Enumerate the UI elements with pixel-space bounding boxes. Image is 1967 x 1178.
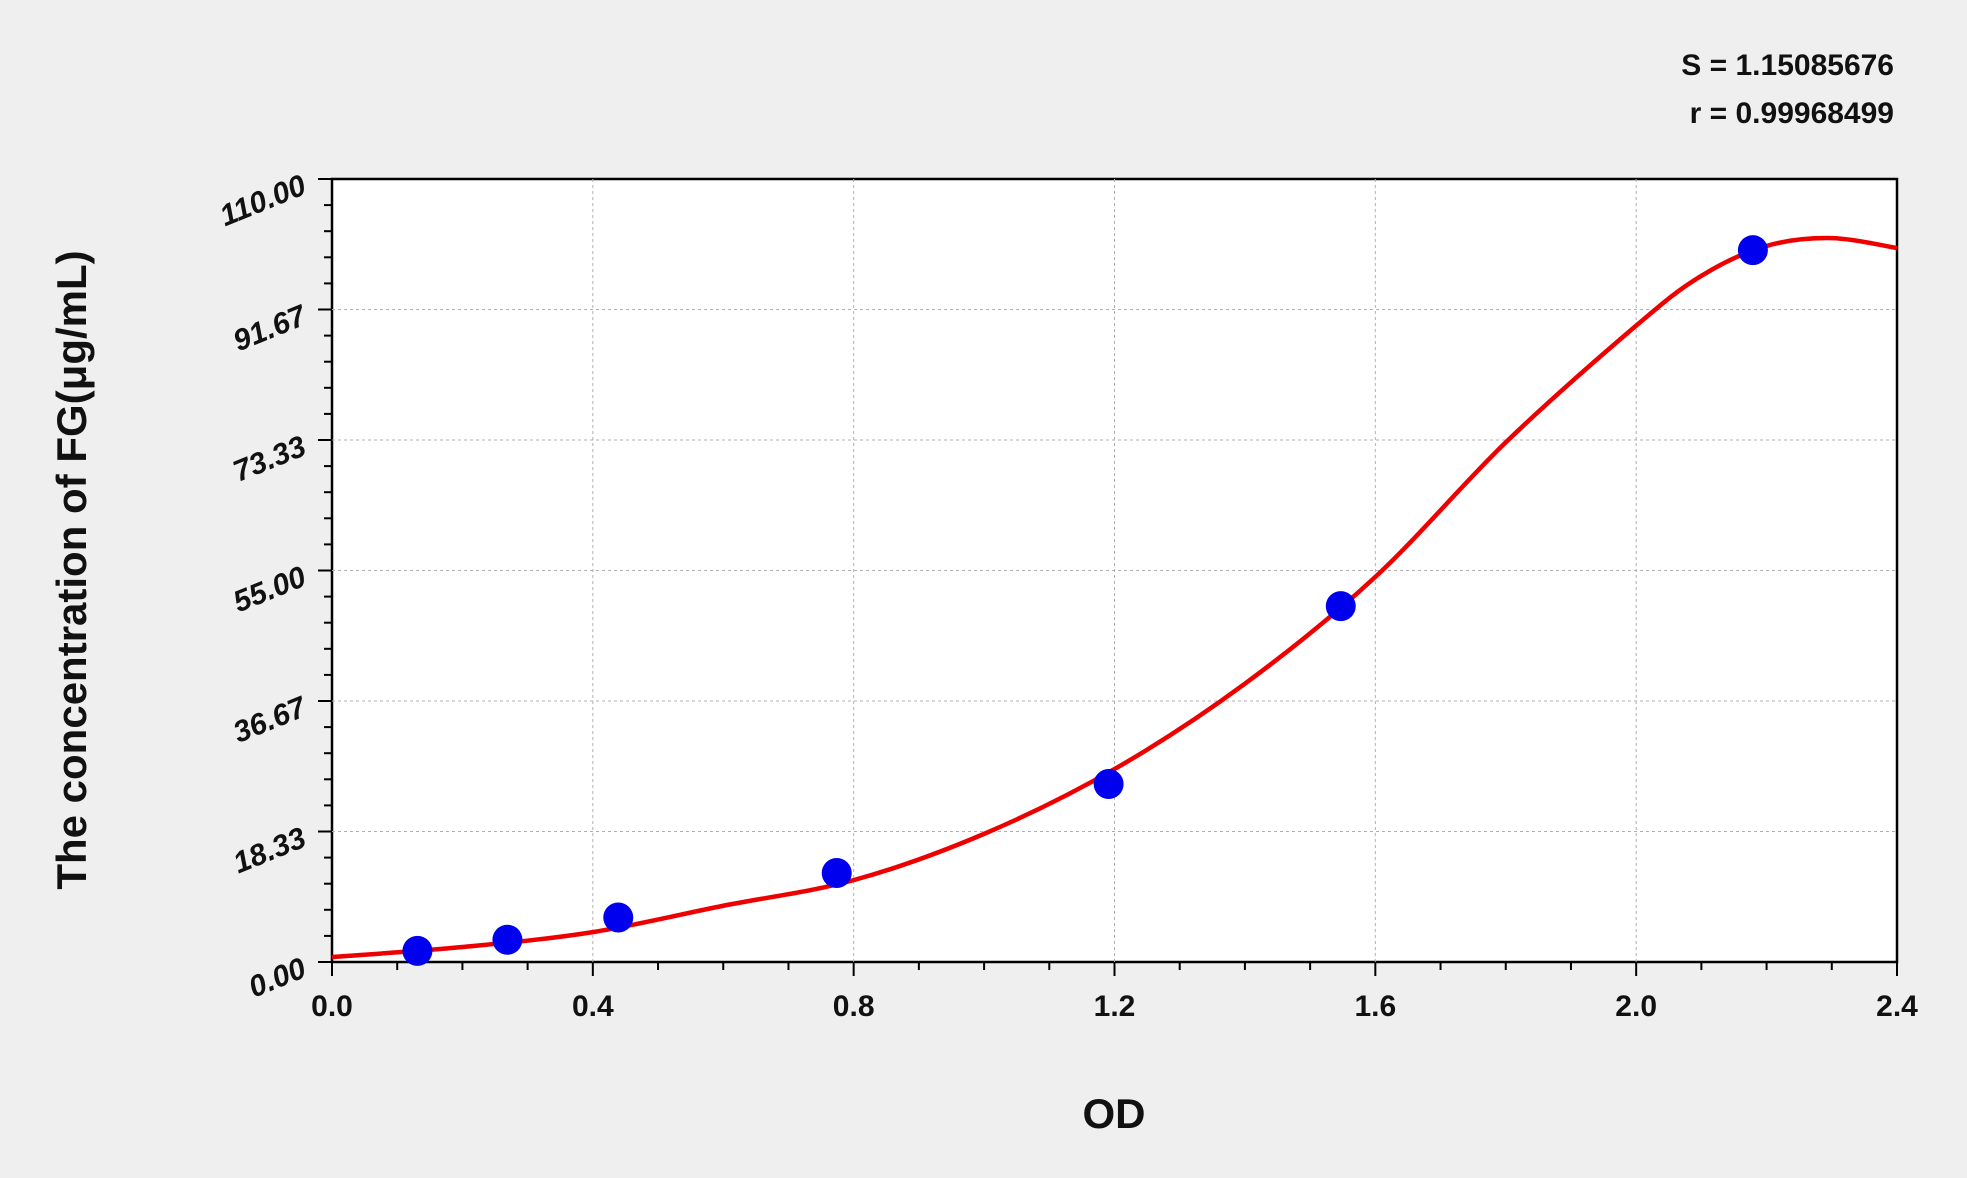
data-point	[402, 935, 433, 966]
y-tick-label: 55.00	[229, 560, 311, 619]
x-axis-label: OD	[1083, 1090, 1146, 1137]
x-tick-label: 0.8	[833, 990, 875, 1023]
stat-s: S = 1.15085676	[1681, 49, 1894, 82]
grid	[332, 179, 1897, 962]
x-tick-label: 2.4	[1876, 990, 1918, 1023]
data-point	[821, 858, 852, 889]
y-axis-label: The concentration of FG(μg/mL)	[48, 250, 95, 889]
y-tick-labels: 0.00 18.33 36.67 55.00 73.33 91.67 110.00	[215, 169, 312, 1005]
x-tick-label: 1.2	[1094, 990, 1136, 1023]
x-tick-label: 0.0	[311, 990, 353, 1023]
data-point	[1093, 769, 1124, 800]
x-tick-label: 1.6	[1354, 990, 1396, 1023]
x-tick-labels: 0.0 0.4 0.8 1.2 1.6 2.0 2.4	[311, 990, 1918, 1023]
stat-r: r = 0.99968499	[1690, 97, 1894, 130]
x-tick-label: 2.0	[1615, 990, 1657, 1023]
ticks	[318, 178, 1898, 976]
x-tick-label: 0.4	[572, 990, 614, 1023]
y-tick-label: 0.00	[244, 952, 311, 1005]
data-point	[603, 902, 634, 933]
data-points	[402, 235, 1768, 966]
data-point	[1325, 591, 1356, 622]
y-tick-label: 36.67	[229, 690, 312, 749]
data-point	[492, 924, 523, 955]
y-tick-label: 91.67	[229, 299, 312, 358]
data-point	[1737, 235, 1768, 266]
y-tick-label: 110.00	[215, 169, 311, 233]
y-tick-label: 18.33	[229, 821, 311, 880]
y-tick-label: 73.33	[229, 430, 311, 489]
